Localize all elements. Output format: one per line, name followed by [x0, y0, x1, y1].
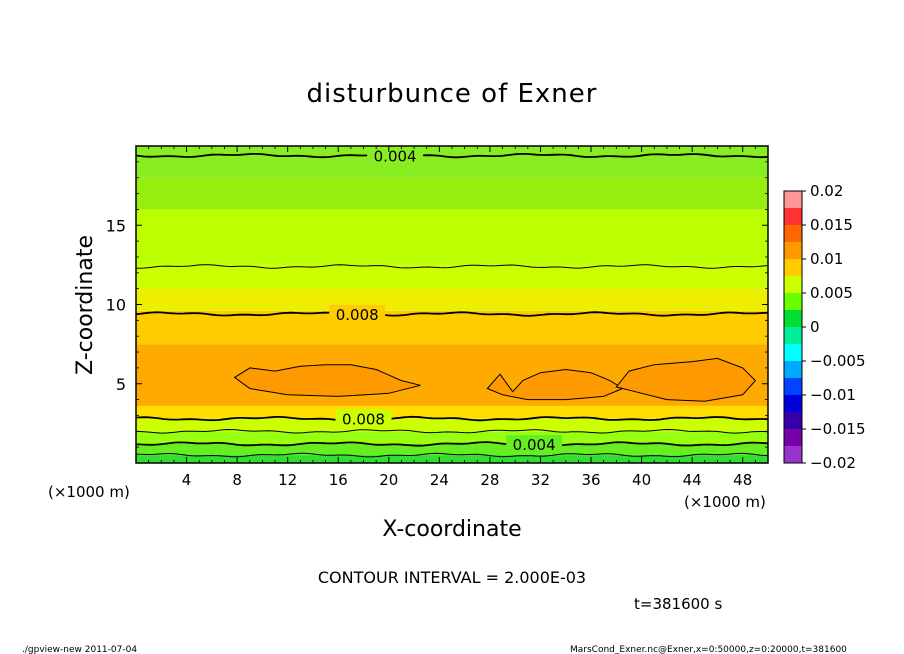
contour-lines: 0.004 0.008 0.008 0.004: [135, 146, 769, 458]
chart-title: disturbunce of Exner: [307, 79, 598, 109]
band-1: [136, 443, 768, 456]
x-tick-label-8: 36: [581, 471, 600, 489]
x-tick-label-0: 4: [182, 471, 192, 489]
colorbar-label-8: −0.02: [810, 454, 856, 472]
contour-interval: CONTOUR INTERVAL = 2.000E-03: [318, 568, 586, 587]
x-tick-label-4: 20: [379, 471, 398, 489]
colorbar-label-4: 0: [810, 318, 820, 336]
footer-right: MarsCond_Exner.nc@Exner,x=0:50000,z=0:20…: [570, 645, 847, 654]
contour-line-3: [135, 415, 769, 422]
colorbar-swatch-7: [784, 310, 802, 328]
colorbar-swatch-5: [784, 276, 802, 294]
colorbar-swatch-11: [784, 378, 802, 396]
band-8: [136, 264, 768, 289]
time-label: t=381600 s: [634, 595, 722, 613]
colorbar-label-7: −0.015: [810, 420, 866, 438]
contour-line-5: [136, 441, 769, 447]
maximum-region-2: [615, 357, 757, 402]
y-tick-label-0: 5: [116, 375, 126, 394]
x-unit-right: (×1000 m): [684, 493, 766, 511]
x-tick-label-5: 24: [430, 471, 449, 489]
colorbar-swatch-0: [784, 191, 802, 209]
band-0: [136, 455, 768, 463]
colorbar-swatch-1: [784, 208, 802, 226]
maxima-regions: [233, 357, 757, 402]
band-2: [136, 431, 768, 444]
contour-label-bg-2: [329, 305, 386, 324]
maximum-region-1: [486, 368, 624, 401]
contour-line-2: [135, 311, 769, 317]
y-tick-label-1: 10: [106, 296, 126, 315]
band-4: [136, 405, 768, 419]
colorbar-swatch-12: [784, 395, 802, 413]
x-axis-label: X-coordinate: [382, 517, 521, 542]
contour-line-6: [135, 452, 769, 458]
colorbar-label-3: 0.005: [810, 284, 853, 302]
x-tick-label-7: 32: [531, 471, 550, 489]
colorbar-swatch-9: [784, 344, 802, 362]
colorbar-label-5: −0.005: [810, 352, 866, 370]
x-tick-label-11: 48: [733, 471, 752, 489]
colorbar-label-2: 0.01: [810, 250, 843, 268]
x-tick-label-3: 16: [329, 471, 348, 489]
contour-line-0: [135, 152, 769, 159]
band-11: [136, 146, 768, 178]
colorbar-swatch-14: [784, 429, 802, 447]
x-tick-label-10: 44: [683, 471, 702, 489]
colorbar-swatch-10: [784, 361, 802, 379]
y-axis-ticks: 5 10 15: [106, 161, 768, 448]
colorbar-swatch-4: [784, 259, 802, 277]
colorbar-swatch-3: [784, 242, 802, 260]
x-tick-label-9: 40: [632, 471, 651, 489]
contour-label-bg-0: [367, 146, 424, 165]
colorbar-swatch-13: [784, 412, 802, 430]
colorbar-swatch-6: [784, 293, 802, 311]
x-tick-label-6: 28: [480, 471, 499, 489]
contour-line-4: [135, 428, 769, 434]
y-axis-label: Z-coordinate: [73, 235, 98, 375]
colorbar-label-1: 0.015: [810, 216, 853, 234]
contour-label-0: 0.004: [374, 148, 417, 166]
colorbar-swatch-2: [784, 225, 802, 243]
x-tick-label-1: 8: [232, 471, 242, 489]
x-tick-label-2: 12: [278, 471, 297, 489]
colorbar-label-6: −0.01: [810, 386, 856, 404]
x-unit-left: (×1000 m): [48, 483, 130, 501]
colorbar: 0.02 0.015 0.01 0.005 0 −0.005 −0.01 −0.015 −0.0…: [783, 182, 866, 472]
colorbar-label-0: 0.02: [810, 182, 843, 200]
y-tick-label-2: 15: [106, 216, 126, 235]
band-3: [136, 418, 768, 432]
maximum-region-0: [233, 364, 421, 397]
band-9: [136, 209, 768, 265]
band-10: [136, 177, 768, 210]
contour-label-5: 0.004: [513, 436, 556, 454]
footer-left: ./gpview-new 2011-07-04: [22, 645, 137, 654]
contour-label-bg-3: [335, 409, 392, 428]
contour-label-bg-5: [506, 434, 563, 453]
colorbar-swatch-8: [784, 327, 802, 345]
contour-label-2: 0.008: [336, 306, 379, 324]
contour-line-1: [136, 264, 769, 269]
band-7: [136, 288, 768, 311]
x-axis-ticks: 4 8 12 16 20 24 28 32 36 40 44 48: [148, 146, 756, 489]
contour-label-3: 0.008: [342, 411, 385, 429]
color-bands: [136, 146, 768, 463]
colorbar-swatch-15: [784, 446, 802, 464]
